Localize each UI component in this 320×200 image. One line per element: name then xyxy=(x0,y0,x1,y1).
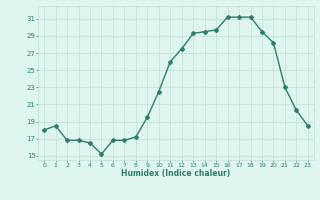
X-axis label: Humidex (Indice chaleur): Humidex (Indice chaleur) xyxy=(121,169,231,178)
